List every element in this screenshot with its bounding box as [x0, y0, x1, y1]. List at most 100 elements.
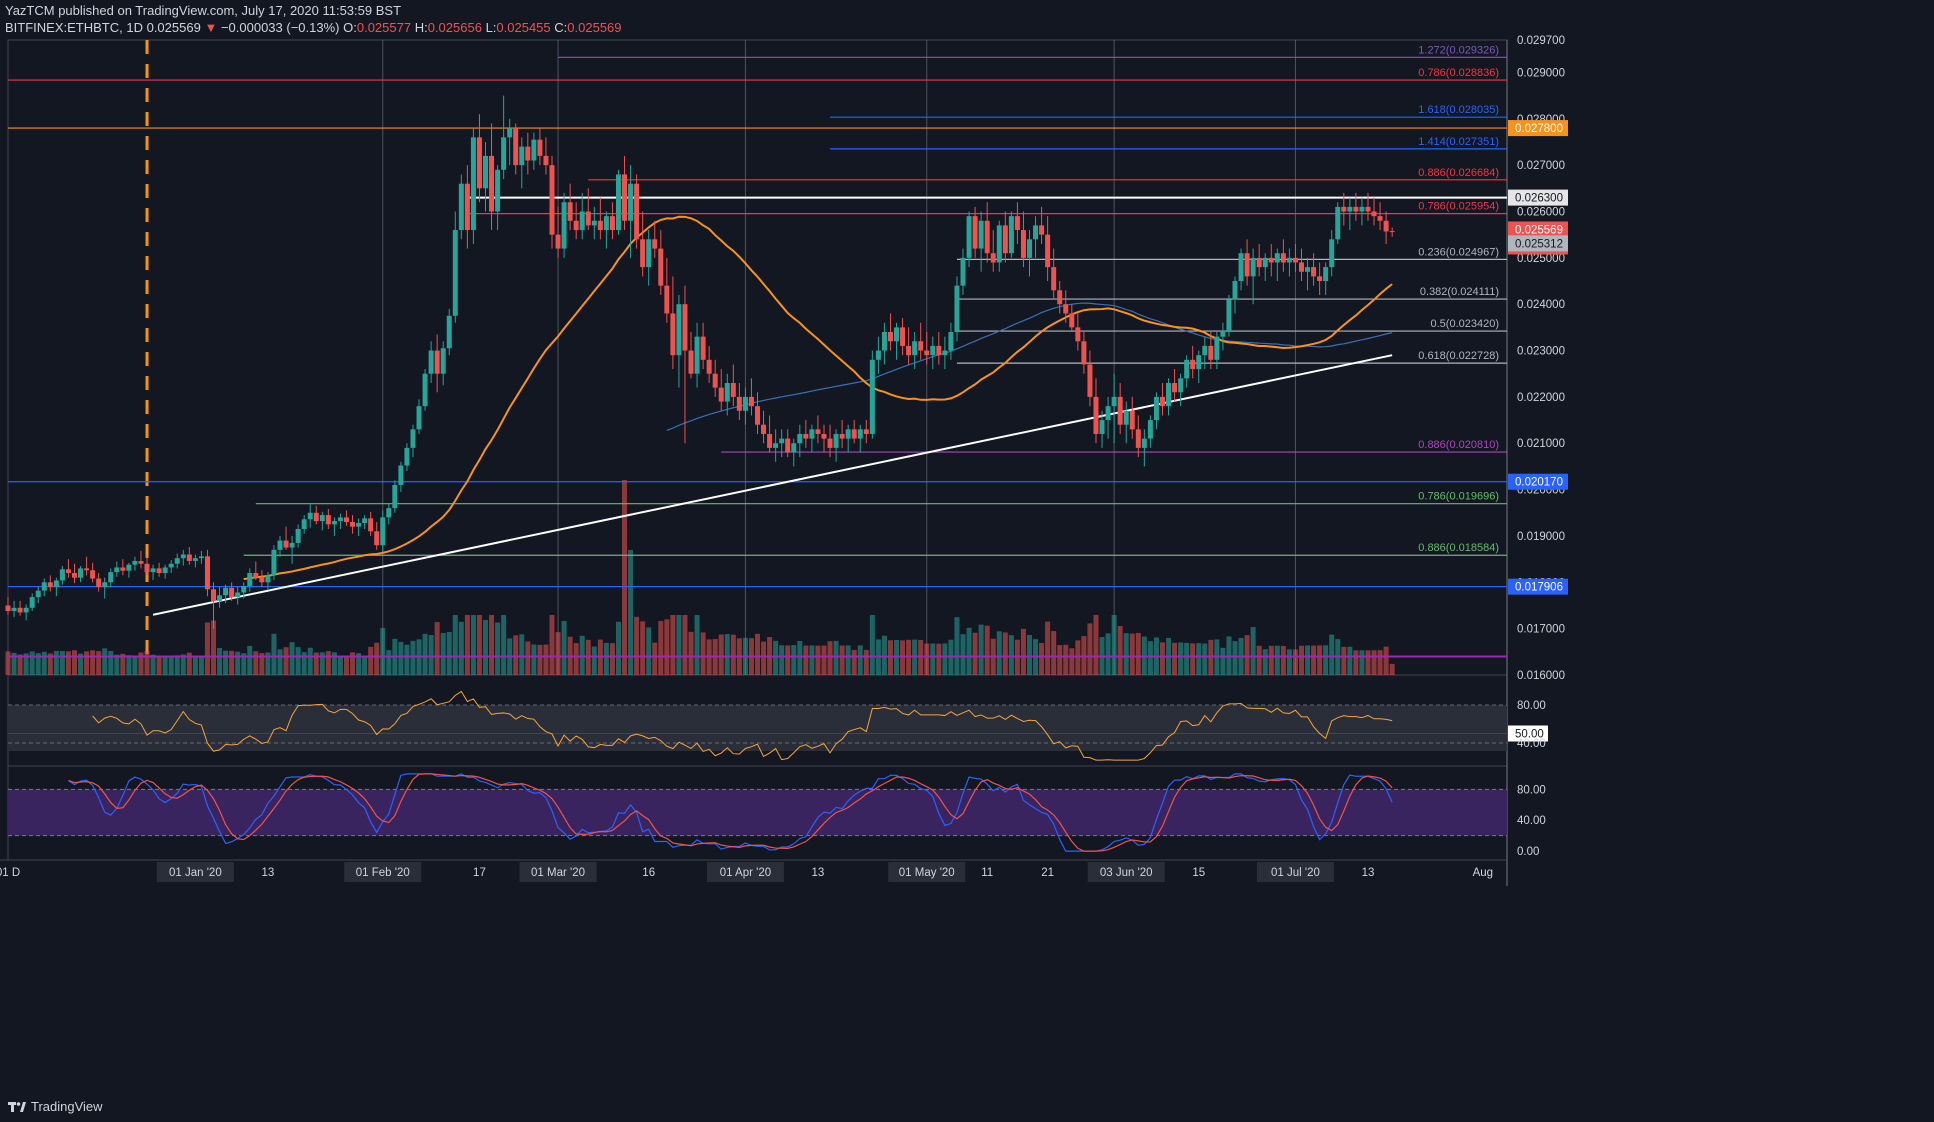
- symbol-ohlc-line: BITFINEX:ETHBTC, 1D 0.025569 ▼ −0.000033…: [5, 20, 622, 35]
- volume-bar: [380, 627, 386, 675]
- y-tick-label-7: 0.023000: [1517, 346, 1565, 358]
- candle-body: [549, 165, 555, 235]
- candle: [833, 429, 839, 462]
- candle: [319, 511, 325, 531]
- volume-bar: [561, 621, 567, 675]
- candle: [1111, 373, 1117, 444]
- candle-body: [900, 327, 906, 346]
- candle-body: [1262, 257, 1268, 268]
- volume-bar: [966, 627, 972, 675]
- x-tick-0: 01 D: [0, 867, 20, 879]
- candle: [519, 137, 525, 189]
- level-label-15: 0.886(0.018584): [1418, 542, 1499, 554]
- price-tag-4: 0.025312: [1508, 235, 1568, 252]
- y-tick-label-11: 0.019000: [1517, 531, 1565, 543]
- candle: [1274, 248, 1280, 282]
- candle-body: [319, 515, 325, 522]
- volume-bar: [1383, 646, 1389, 675]
- level-label-0: 1.272(0.029326): [1418, 44, 1499, 56]
- candle-body: [253, 573, 259, 578]
- candle-body: [1014, 216, 1020, 231]
- candle-body: [658, 248, 664, 286]
- y-tick-label-5: 0.025000: [1517, 253, 1565, 265]
- candle-body: [1184, 359, 1190, 379]
- candle: [839, 420, 845, 448]
- candle: [78, 566, 84, 583]
- volume-bar: [17, 654, 23, 675]
- candle: [1093, 378, 1099, 444]
- candle-body: [682, 304, 688, 351]
- volume-bar: [700, 632, 706, 675]
- candle-body: [489, 155, 495, 212]
- volume-bar: [1292, 649, 1298, 675]
- volume-bar: [211, 620, 217, 675]
- candle-body: [748, 396, 754, 407]
- volume-bar: [1002, 632, 1008, 675]
- candle-body: [924, 350, 930, 356]
- symbol-label: BITFINEX:ETHBTC, 1D: [5, 20, 143, 35]
- candle-body: [1280, 253, 1286, 263]
- candle: [398, 461, 404, 492]
- candle-body: [392, 484, 398, 509]
- volume-bar: [174, 655, 180, 675]
- candle: [966, 211, 972, 268]
- candle: [1020, 211, 1026, 268]
- candle-body: [791, 443, 797, 453]
- candle: [1377, 202, 1383, 231]
- volume-bar: [229, 650, 235, 675]
- candle: [1323, 262, 1329, 295]
- candle-body: [628, 183, 634, 221]
- candle-body: [881, 332, 887, 351]
- volume-bar: [368, 646, 374, 675]
- stoch-tick-label-1: 40.00: [1517, 815, 1546, 827]
- candle: [476, 114, 482, 203]
- candle: [924, 332, 930, 365]
- volume-bar: [41, 651, 47, 675]
- candle-body: [90, 570, 96, 579]
- candle-body: [857, 429, 863, 439]
- candle-body: [138, 560, 144, 564]
- candle: [658, 230, 664, 295]
- price-tag-text: 0.027800: [1515, 123, 1563, 135]
- candle: [1262, 253, 1268, 282]
- volume-bar: [954, 617, 960, 675]
- candle: [1081, 332, 1087, 374]
- candle-body: [767, 433, 773, 448]
- candle: [29, 593, 35, 612]
- volume-bar: [803, 645, 809, 675]
- candle-body: [1389, 231, 1395, 233]
- candle-body: [331, 521, 337, 525]
- stoch-tick-label-2: 0.00: [1517, 846, 1539, 858]
- volume-bar: [1147, 641, 1153, 675]
- candle-body: [1323, 267, 1329, 282]
- volume-bar: [90, 650, 96, 675]
- candle: [368, 511, 374, 536]
- candle: [247, 568, 253, 592]
- x-tick-14: 01 Jul '20: [1256, 862, 1334, 882]
- volume-bar: [343, 655, 349, 675]
- candle: [337, 513, 343, 529]
- tradingview-logo[interactable]: TradingView: [8, 1099, 103, 1114]
- candle: [761, 410, 767, 444]
- candle-body: [108, 572, 114, 583]
- candle: [1087, 350, 1093, 407]
- candle: [1202, 336, 1208, 370]
- candle-body: [1172, 382, 1178, 393]
- candle-body: [906, 345, 912, 356]
- candle: [1129, 396, 1135, 439]
- candle-body: [1311, 267, 1317, 277]
- candle-body: [362, 518, 368, 523]
- rsi-tick-label-1: 50.00: [1515, 729, 1544, 741]
- x-tick-7: 01 Apr '20: [706, 862, 784, 882]
- y-tick-label-0: 0.029700: [1517, 35, 1565, 47]
- candle-body: [978, 220, 984, 249]
- low-value: 0.025455: [496, 20, 551, 35]
- candle-body: [1329, 239, 1335, 268]
- candle: [912, 332, 918, 370]
- candle: [1335, 202, 1341, 244]
- volume-bar: [337, 655, 343, 675]
- candle-body: [223, 587, 229, 596]
- close-label: C:: [554, 20, 568, 35]
- candle-body: [53, 580, 59, 587]
